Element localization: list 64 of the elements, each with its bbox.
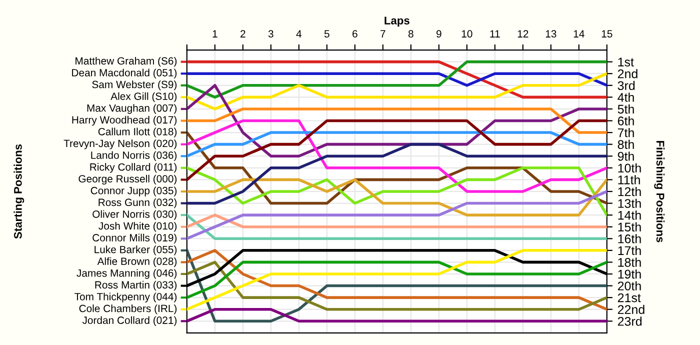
y-tick-label: 14th [618, 210, 641, 220]
text: Starting Positions [14, 144, 24, 239]
x-tick-label: 1 [212, 30, 218, 38]
legend-label: Jordan Collard (021) [82, 316, 177, 326]
x-tick-label: 15 [602, 30, 612, 38]
y-tick-label: 16th [618, 234, 641, 244]
y-tick-label: 11th [618, 175, 640, 184]
x-tick-label: 3 [268, 30, 274, 38]
y-tick-label: 8th [618, 140, 634, 149]
x-tick-label: 5 [324, 30, 330, 38]
legend-label: Ross Martin (033) [95, 280, 177, 291]
y-tick-label: 17th [618, 246, 641, 256]
legend-label: Matthew Graham (S6) [76, 56, 177, 67]
legend-label: Dean Macdonald (051) [72, 68, 177, 78]
y-tick-label: 22nd [618, 304, 644, 314]
x-tick-label: 11 [490, 30, 500, 38]
legend-label: Max Vaughan (007) [87, 104, 177, 114]
y-tick-label: 2nd [618, 69, 638, 78]
x-tick-label: 6 [352, 30, 358, 38]
y-tick-label: 23rd [618, 316, 642, 326]
legend-label: Connor Jupp (035) [90, 186, 177, 196]
y-tick-label: 10th [618, 163, 641, 173]
y-tick-label: 7th [618, 128, 634, 138]
legend-label: Ricky Collard (011) [90, 163, 177, 173]
y-tick-label: 19th [618, 269, 641, 279]
x-tick-label: 13 [546, 30, 556, 38]
y-tick-label: 6th [618, 116, 634, 126]
y-axis-title: Finishing Positions [654, 140, 665, 242]
legend-label: Tom Thickpenny (044) [74, 292, 177, 302]
y-tick-label: 9th [618, 152, 634, 161]
y-tick-label: 18th [618, 258, 641, 267]
legend-label: Alex Gill (S10) [110, 92, 177, 102]
legend-label: James Manning (046) [76, 269, 177, 279]
y-tick-label: 12th [618, 186, 641, 196]
x-tick-label: 12 [518, 30, 528, 38]
legend-label: Lando Norris (036) [91, 151, 177, 161]
y-tick-label: 3rd [618, 80, 635, 90]
y-tick-label: 21st [618, 293, 641, 302]
y-tick-label: 5th [618, 104, 634, 114]
legend-label: Harry Woodhead (017) [72, 116, 177, 126]
legend-label: Oliver Norris (030) [92, 210, 177, 220]
y-tick-label: 20th [618, 281, 641, 290]
y-tick-label: 4th [618, 92, 634, 102]
x-tick-label: 9 [436, 30, 442, 38]
legend-label: Cole Chambers (IRL) [79, 304, 177, 314]
x-tick-label: 7 [380, 30, 386, 38]
legend-label: Trevyn-Jay Nelson (020) [64, 139, 177, 150]
x-tick-label: 14 [574, 30, 584, 38]
legend-label: Alfie Brown (028) [97, 257, 177, 268]
x-tick-label: 10 [462, 30, 472, 38]
legend-label: Connor Mills (019) [92, 234, 177, 244]
x-tick-label: 8 [408, 30, 414, 38]
legend-label: Callum Ilott (018) [98, 128, 177, 138]
legend-label: Ross Gunn (032) [98, 198, 177, 208]
legend-label: Luke Barker (055) [94, 246, 177, 256]
legend-label: George Russell (000) [78, 174, 177, 185]
x-axis-title: Laps [384, 16, 410, 27]
x-tick-label: 2 [240, 30, 246, 38]
legend-label: Sam Webster (S9) [92, 80, 177, 90]
y-tick-label: 13th [618, 198, 641, 208]
y-tick-label: 15th [618, 222, 641, 232]
x-tick-label: 4 [296, 30, 302, 38]
legend-label: Josh White (010) [98, 222, 177, 232]
y-tick-label: 1st [618, 58, 634, 66]
